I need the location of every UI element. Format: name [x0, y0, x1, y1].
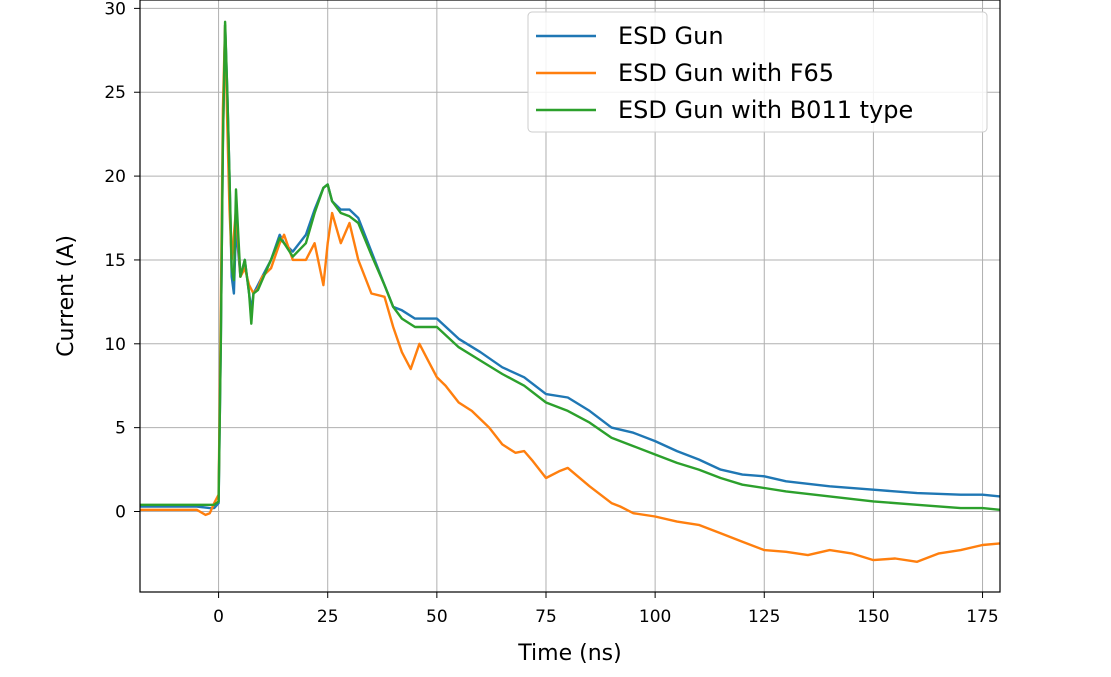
y-tick-label: 5 [115, 419, 126, 439]
x-tick-label: 0 [213, 607, 224, 627]
y-tick-label: 15 [104, 251, 126, 271]
axis-ticks: 0 25 50 75 100 125 150 175 0 5 10 15 20 25 30 [104, 0, 998, 627]
legend: ESD Gun ESD Gun with F65 ESD Gun with B011… [527, 11, 988, 133]
x-axis-label: Time (ns) [517, 641, 621, 666]
y-tick-label: 0 [115, 503, 126, 523]
legend-entry: ESD Gun with B011 type [618, 96, 913, 124]
x-tick-label: 25 [317, 607, 339, 627]
y-tick-label: 20 [104, 167, 126, 187]
y-tick-label: 30 [104, 0, 126, 19]
y-tick-label: 10 [104, 335, 126, 355]
y-axis-label: Current (A) [54, 235, 79, 357]
series-line-1 [140, 24, 1000, 510]
x-tick-label: 125 [748, 607, 780, 627]
x-tick-label: 175 [966, 607, 998, 627]
x-tick-label: 50 [426, 607, 448, 627]
x-tick-label: 75 [535, 607, 557, 627]
x-tick-label: 150 [857, 607, 889, 627]
series-lines [140, 20, 1000, 563]
plot-frame [139, 0, 1001, 593]
series-line-3 [140, 20, 1000, 511]
legend-entry: ESD Gun with F65 [618, 59, 834, 87]
y-tick-label: 25 [104, 83, 126, 103]
legend-entry: ESD Gun [618, 22, 724, 50]
legend-box [527, 11, 988, 133]
x-tick-label: 100 [639, 607, 671, 627]
